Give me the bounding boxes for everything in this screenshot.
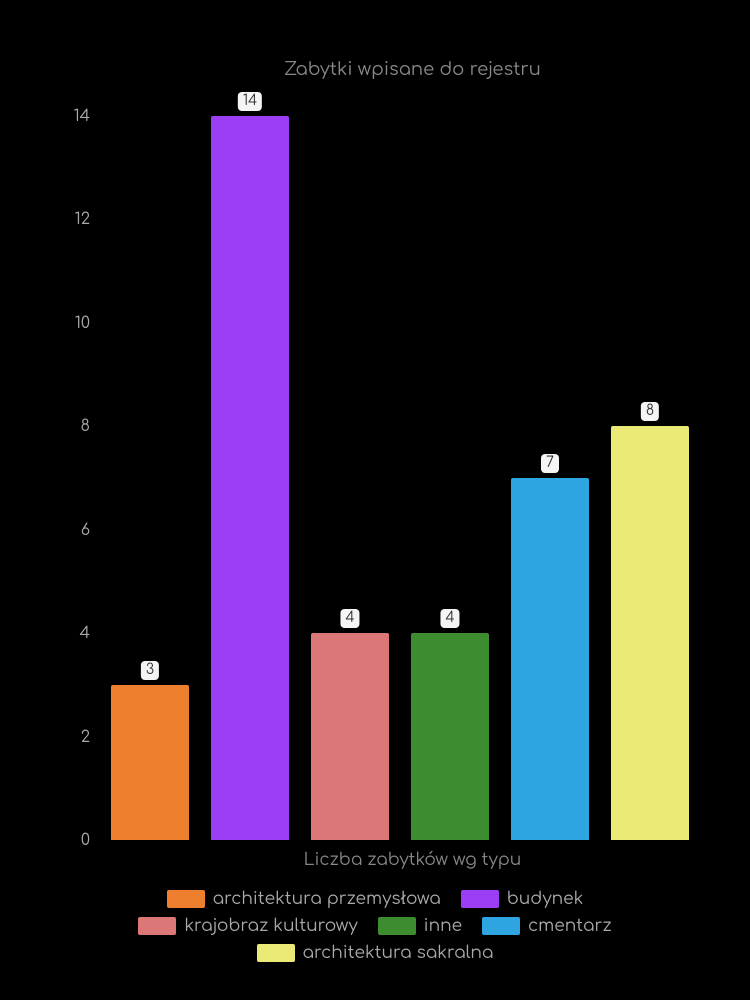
legend-text: inne [424, 916, 462, 935]
legend-text: architektura sakralna [303, 943, 494, 962]
y-tick: 14 [55, 107, 90, 125]
plot-area: 02468101214 3144478 [100, 90, 700, 840]
y-tick: 10 [55, 314, 90, 332]
legend-swatch [378, 917, 416, 935]
legend-swatch [461, 890, 499, 908]
bar: 3 [111, 685, 189, 840]
y-tick: 0 [55, 831, 90, 849]
x-axis-label: Liczba zabytków wg typu [304, 850, 522, 869]
legend-swatch [482, 917, 520, 935]
bar: 4 [311, 633, 389, 840]
bar-value-label: 3 [141, 661, 159, 680]
legend-item: budynek [461, 889, 584, 908]
y-tick: 6 [55, 521, 90, 539]
bar: 14 [211, 116, 289, 840]
legend: architektura przemysłowa budynek krajobraz… [35, 885, 715, 966]
bar: 7 [511, 478, 589, 840]
chart-container: Zabytki wpisane do rejestru 02468101214 … [0, 0, 750, 1000]
bar-value-label: 8 [641, 402, 659, 421]
legend-item: architektura sakralna [257, 943, 494, 962]
y-tick: 2 [55, 728, 90, 746]
legend-item: architektura przemysłowa [167, 889, 441, 908]
legend-swatch [167, 890, 205, 908]
legend-item: inne [378, 916, 462, 935]
legend-item: krajobraz kulturowy [138, 916, 357, 935]
y-tick: 12 [55, 210, 90, 228]
legend-text: cmentarz [528, 916, 612, 935]
legend-text: budynek [507, 889, 584, 908]
legend-text: architektura przemysłowa [213, 889, 441, 908]
chart-title: Zabytki wpisane do rejestru [284, 60, 541, 80]
bar-value-label: 7 [541, 454, 559, 473]
bar: 4 [411, 633, 489, 840]
y-tick: 4 [55, 624, 90, 642]
bar-value-label: 4 [340, 609, 359, 628]
legend-swatch [138, 917, 176, 935]
legend-text: krajobraz kulturowy [184, 916, 357, 935]
bars-group: 3144478 [100, 90, 700, 840]
legend-item: cmentarz [482, 916, 612, 935]
bar-value-label: 14 [238, 92, 262, 111]
bar-value-label: 4 [440, 609, 459, 628]
bar: 8 [611, 426, 689, 840]
legend-swatch [257, 944, 295, 962]
y-tick: 8 [55, 417, 90, 435]
